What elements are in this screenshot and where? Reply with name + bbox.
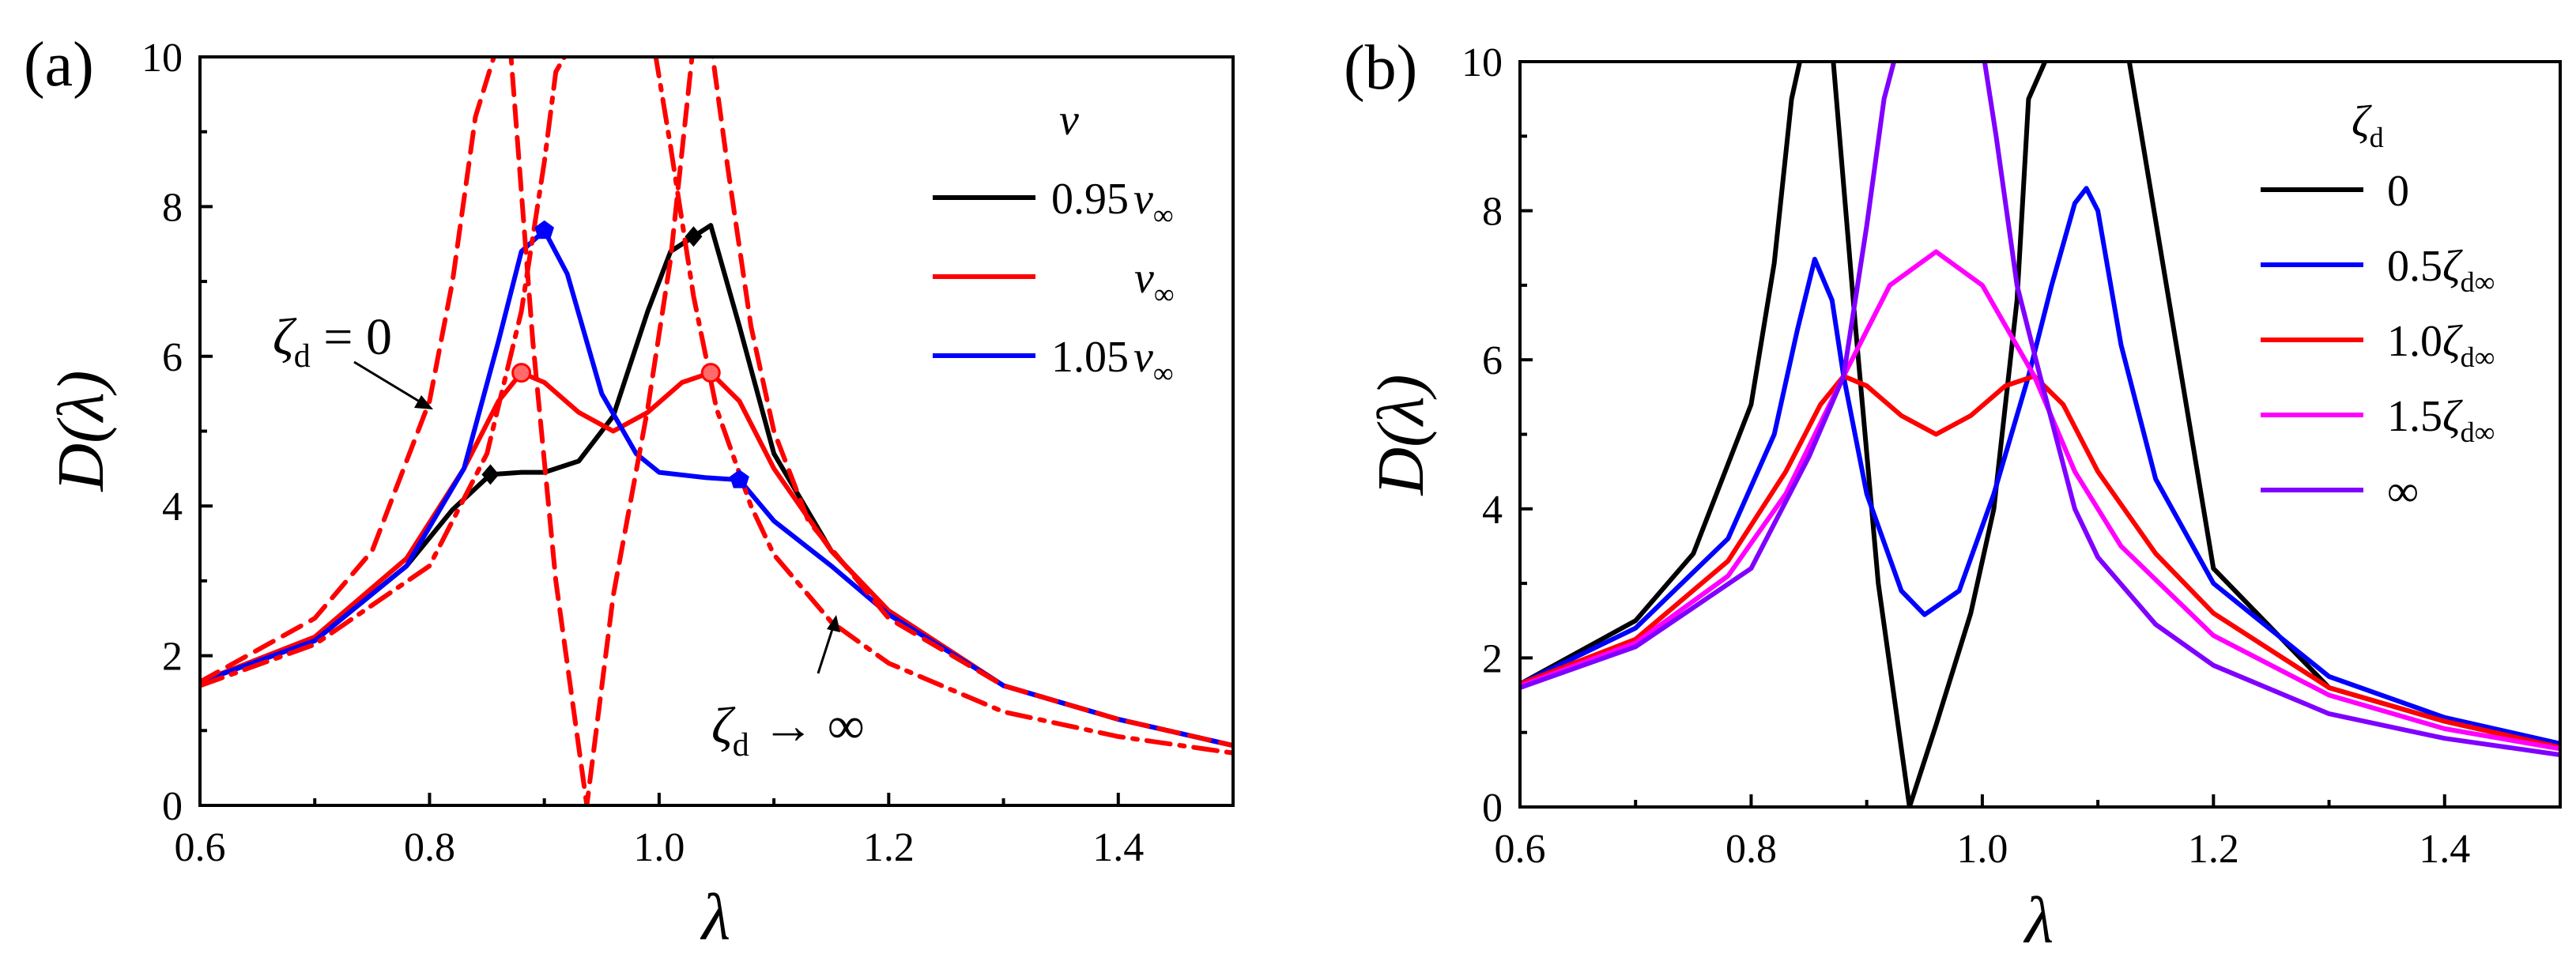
panel-b: (b) 0.6 0.8 1.0 1.2 1.4 0 2 4 6 8 10 λ D(λ) ζd 0 …	[1344, 33, 2562, 957]
panel-a-plot-area	[200, 57, 1233, 805]
panel-b-y-axis-title: D(λ)	[1364, 375, 1438, 496]
panel-b-series-1	[1520, 186, 2560, 746]
y-tick-label: 8	[1482, 190, 1503, 235]
x-tick-label: 1.2	[863, 825, 915, 870]
legend-label-zeta-0.5: 0.5ζd∞	[2387, 242, 2495, 298]
panel-a-markers	[481, 220, 749, 488]
y-tick-label: 4	[162, 484, 183, 530]
legend-label-1.05nu: 1.05 ν∞	[1051, 333, 1174, 389]
marker-diamond	[481, 464, 500, 485]
panel-a: (a) 0.6 0.8 1.0 1.2 1.4 0 2 4 6 8 10 λ D(λ) ν 0.9…	[24, 30, 1235, 954]
x-tick-label: 1.0	[633, 825, 685, 870]
panel-a-series-2	[200, 228, 1233, 748]
panel-b-y-ticks: 0 2 4 6 8 10	[1461, 40, 1533, 831]
x-tick-label: 0.6	[175, 825, 226, 870]
panel-b-series-3	[1520, 249, 2560, 752]
marker-circle	[700, 363, 721, 383]
panel-a-series-0	[200, 223, 1233, 748]
svg-text:ζd → ∞: ζd → ∞	[711, 697, 865, 764]
y-tick-label: 10	[141, 36, 183, 81]
x-tick-label: 0.6	[1495, 827, 1546, 872]
annotation-arrowhead-infinity	[827, 615, 840, 632]
y-tick-label: 2	[1482, 636, 1503, 681]
x-tick-label: 1.0	[1956, 827, 2008, 872]
y-tick-label: 0	[162, 784, 183, 829]
panel-a-label: (a)	[24, 30, 94, 100]
marker-circle	[511, 363, 532, 383]
panel-b-series-0	[1520, 62, 2560, 807]
panel-b-legend: ζd 0 0.5ζd∞ 1.0ζd∞ 1.5ζd∞ ∞	[2261, 97, 2495, 516]
x-tick-label: 1.2	[2188, 827, 2239, 872]
panel-a-series-1	[200, 370, 1233, 748]
panel-a-series-4	[200, 57, 1233, 756]
annotation-arrow-infinity	[817, 624, 835, 674]
panel-a-series-3	[200, 57, 1233, 805]
y-tick-label: 4	[1482, 488, 1503, 533]
panel-b-label: (b)	[1344, 33, 1417, 103]
annotation-arrowhead-zero	[414, 395, 433, 409]
panel-b-series-4	[1520, 62, 2560, 757]
panel-b-series-2	[1520, 373, 2560, 750]
legend-label-nu: ν∞	[1134, 254, 1175, 310]
legend-label-zeta-1.5: 1.5ζd∞	[2387, 392, 2495, 448]
annotation-arrow-zero	[353, 360, 423, 405]
legend-label-zeta-0: 0	[2387, 167, 2409, 216]
panel-b-x-axis-title: λ	[2023, 884, 2054, 957]
panel-b-plot-area	[1520, 62, 2560, 807]
y-tick-label: 8	[162, 185, 183, 230]
legend-label-zeta-infinity: ∞	[2387, 467, 2419, 516]
marker-pentagon	[730, 469, 749, 488]
panel-a-x-axis-title: λ	[700, 880, 730, 954]
panel-a-axes-frame	[198, 55, 1235, 807]
y-tick-label: 6	[1482, 338, 1503, 383]
y-tick-label: 6	[162, 335, 183, 380]
panel-a-y-axis-title: D(λ)	[44, 371, 118, 492]
panel-b-legend-title: ζd	[2352, 97, 2384, 153]
marker-diamond	[685, 226, 703, 247]
x-tick-label: 0.8	[404, 825, 455, 870]
marker-pentagon	[534, 220, 554, 239]
panel-b-x-ticks: 0.6 0.8 1.0 1.2 1.4	[1495, 794, 2562, 872]
svg-text:ζd = 0: ζd = 0	[273, 308, 392, 375]
panel-a-legend: ν 0.95 ν∞ ν∞ 1.05 ν∞	[933, 96, 1175, 389]
legend-label-zeta-1.0: 1.0ζd∞	[2387, 317, 2495, 373]
panel-a-legend-title: ν	[1059, 96, 1079, 145]
legend-label-0.95nu: 0.95 ν∞	[1051, 175, 1174, 231]
annotation-zeta-zero: ζd = 0	[273, 308, 433, 409]
x-tick-label: 1.4	[1092, 825, 1144, 870]
x-tick-label: 1.4	[2419, 827, 2470, 872]
y-tick-label: 2	[162, 635, 183, 680]
y-tick-label: 10	[1461, 40, 1503, 85]
panel-a-y-ticks: 0 2 4 6 8 10	[141, 36, 213, 829]
annotation-zeta-infinity: ζd → ∞	[711, 615, 865, 764]
y-tick-label: 0	[1482, 786, 1503, 831]
x-tick-label: 0.8	[1726, 827, 1777, 872]
panel-a-x-ticks: 0.6 0.8 1.0 1.2 1.4	[175, 793, 1235, 870]
